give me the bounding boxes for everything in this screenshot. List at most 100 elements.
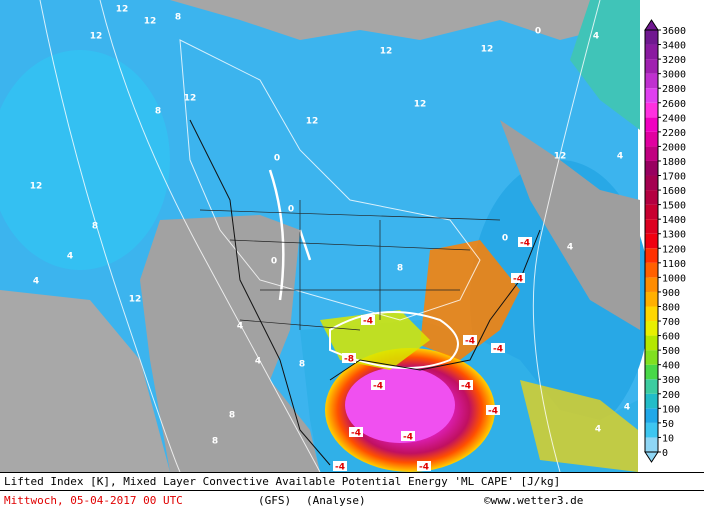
colorbar-band [645, 393, 658, 409]
colorbar-label: 1400 [662, 215, 686, 226]
colorbar-band [645, 30, 658, 45]
contour-label: 4 [567, 243, 573, 253]
contour-label-box [491, 343, 505, 353]
contour-label: 4 [624, 403, 630, 413]
contour-label: 12 [380, 47, 393, 57]
contour-label: -4 [403, 433, 413, 443]
contour-label: 4 [593, 32, 599, 42]
colorbar-label: 2200 [662, 128, 686, 139]
contour-label: 12 [306, 117, 319, 127]
contour-label: 8 [229, 411, 235, 421]
colorbar-band [645, 175, 658, 191]
colorbar-label: 200 [662, 390, 680, 401]
colorbar-label: 300 [662, 375, 680, 386]
contour-label-box [401, 431, 415, 441]
colorbar: 0 10 50 100 200 300 400 500 600 700 800 900 1000 1100… [644, 19, 686, 463]
contour-label: 0 [502, 234, 508, 244]
contour-label-box [417, 461, 431, 471]
colorbar-label: 3200 [662, 55, 686, 66]
colorbar-label: 800 [662, 302, 680, 313]
contour-label: 12 [481, 45, 494, 55]
contour-label: 0 [288, 205, 294, 215]
colorbar-band [645, 422, 658, 438]
contour-label-box [511, 273, 525, 283]
colorbar-band [645, 102, 658, 118]
contour-label: 8 [299, 360, 305, 370]
colorbar-band [645, 131, 658, 147]
colorbar-band [645, 160, 658, 176]
footer-source: ©www.wetter3.de [484, 494, 583, 507]
colorbar-band [645, 88, 658, 103]
colorbar-band [645, 306, 658, 322]
colorbar-band [645, 379, 658, 394]
contour-label: -4 [513, 275, 523, 285]
colorbar-label: 1300 [662, 230, 686, 241]
colorbar-label: 50 [662, 419, 674, 430]
contour-label: 12 [144, 17, 157, 27]
colorbar-band [645, 190, 658, 205]
contour-label: 0 [274, 154, 280, 164]
colorbar-arrow-top [644, 19, 659, 31]
contour-label: -8 [344, 355, 354, 365]
colorbar-band [645, 437, 658, 452]
colorbar-label: 2000 [662, 142, 686, 153]
colorbar-band [645, 364, 658, 380]
colorbar-label: 1600 [662, 186, 686, 197]
contour-label-box [463, 335, 477, 345]
contour-label: -4 [488, 407, 498, 417]
contour-label: -4 [465, 337, 475, 347]
contour-label: -4 [373, 382, 383, 392]
colorbar-label: 1700 [662, 172, 686, 183]
colorbar-label: 2400 [662, 113, 686, 124]
colorbar-band [645, 277, 658, 292]
contour-label: -4 [419, 463, 429, 473]
contour-label: 4 [33, 277, 39, 287]
contour-label: 12 [414, 100, 427, 110]
contour-label: 8 [397, 264, 403, 274]
footer-date: Mittwoch, 05-04-2017 00 UTC [4, 494, 183, 507]
colorbar-label: 0 [662, 448, 668, 459]
colorbar-band [645, 408, 658, 423]
colorbar-band [645, 219, 658, 234]
colorbar-label: 3400 [662, 41, 686, 52]
colorbar-band [645, 146, 658, 161]
contour-label-box [333, 461, 347, 471]
contour-label: 8 [175, 13, 181, 23]
colorbar-band [645, 204, 658, 220]
contour-label: -4 [335, 463, 345, 473]
colorbar-band [645, 117, 658, 132]
contour-label: -4 [461, 382, 471, 392]
contour-label: -4 [520, 239, 530, 249]
colorbar-label: 600 [662, 332, 680, 343]
contour-label: 12 [90, 32, 103, 42]
colorbar-band [645, 233, 658, 249]
footer-title: Lifted Index [K], Mixed Layer Convective… [4, 475, 560, 488]
colorbar-label: 1200 [662, 244, 686, 255]
colorbar-band [645, 321, 658, 336]
contour-label: 0 [271, 257, 277, 267]
colorbar-label: 3000 [662, 70, 686, 81]
contour-label: 4 [617, 152, 623, 162]
map [0, 0, 650, 473]
colorbar-label: 3600 [662, 26, 686, 37]
colorbar-label: 2800 [662, 84, 686, 95]
colorbar-frame [644, 29, 659, 453]
colorbar-label: 700 [662, 317, 680, 328]
contour-label: 8 [92, 222, 98, 232]
colorbar-label: 1000 [662, 273, 686, 284]
contour-label-box [486, 405, 500, 415]
footer-mode: (Analyse) [306, 494, 366, 507]
contour-label: 8 [155, 107, 161, 117]
colorbar-label: 900 [662, 288, 680, 299]
contour-label-box [342, 353, 356, 363]
colorbar-label: 1800 [662, 157, 686, 168]
colorbar-band [645, 44, 658, 60]
colorbar-label: 400 [662, 361, 680, 372]
colorbar-label: 500 [662, 346, 680, 357]
contour-label: -4 [363, 317, 373, 327]
contour-label: 4 [255, 357, 261, 367]
colorbar-band [645, 291, 658, 307]
colorbar-label: 2600 [662, 99, 686, 110]
contour-label: -4 [493, 345, 503, 355]
